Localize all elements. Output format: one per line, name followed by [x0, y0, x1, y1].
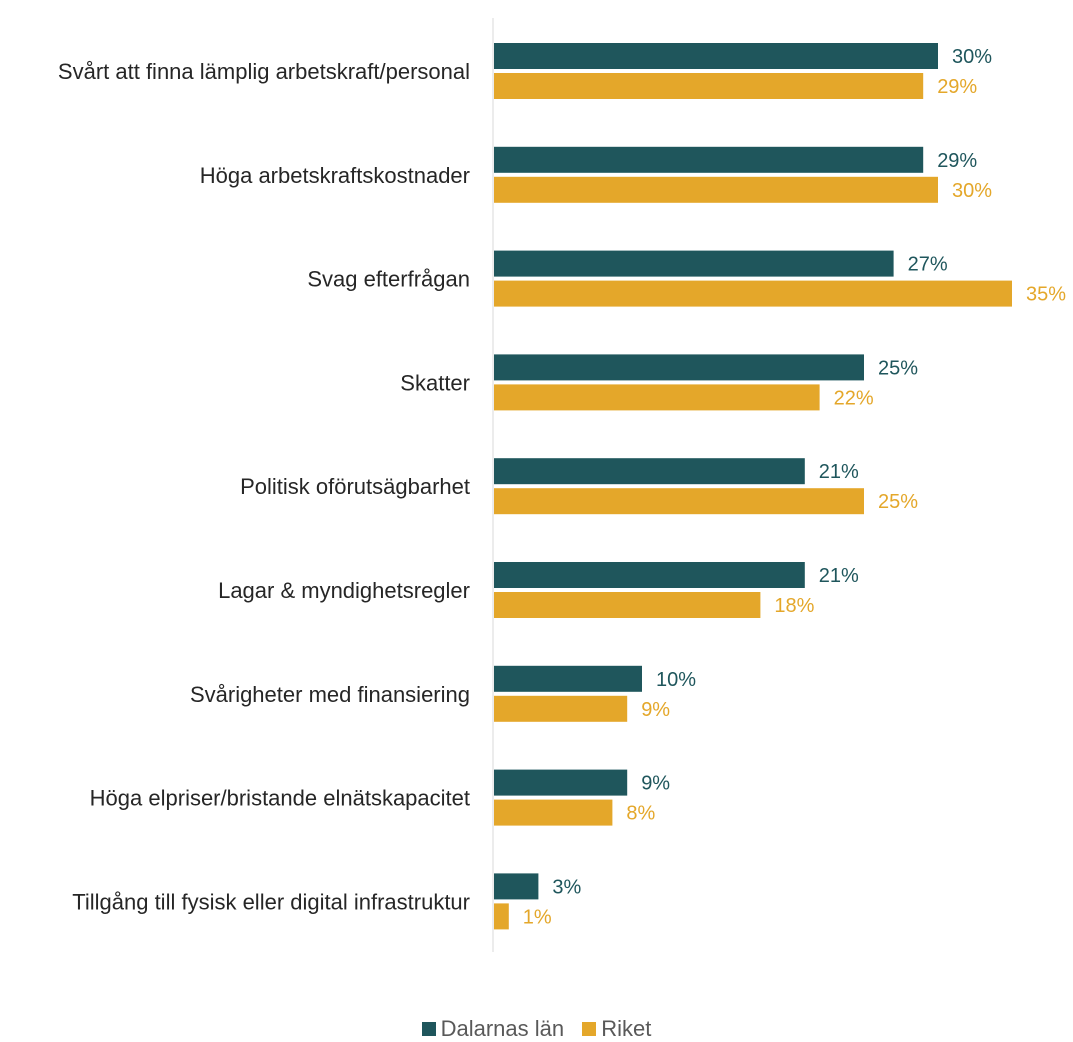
legend-item-dalarnas: Dalarnas län — [421, 1016, 565, 1042]
bar-riket — [494, 488, 864, 515]
bar-dalarnas — [494, 562, 805, 588]
bar-dalarnas — [494, 458, 805, 485]
legend-swatch-dalarnas — [421, 1022, 436, 1036]
legend-label-riket: Riket — [601, 1016, 652, 1041]
data-label-dalarnas: 10% — [656, 669, 696, 691]
bar-riket — [494, 799, 613, 826]
legend-swatch-riket — [582, 1022, 597, 1036]
data-label-riket: 35% — [1026, 284, 1066, 306]
data-label-riket: 29% — [937, 76, 977, 98]
bar-dalarnas — [494, 873, 539, 900]
category-label: Svag efterfrågan — [307, 267, 470, 292]
bar-riket — [494, 73, 924, 99]
bar-dalarnas — [494, 665, 642, 692]
data-label-riket: 22% — [834, 387, 874, 409]
legend-label-dalarnas: Dalarnas län — [440, 1016, 565, 1041]
category-label: Svårt att finna lämplig arbetskraft/pers… — [58, 59, 470, 84]
data-label-riket: 9% — [641, 699, 670, 721]
category-label: Skatter — [400, 370, 470, 395]
category-label: Höga elpriser/bristande elnätskapacitet — [90, 786, 470, 811]
data-label-riket: 30% — [952, 180, 992, 202]
data-label-riket: 18% — [774, 595, 814, 617]
bar-dalarnas — [494, 250, 894, 277]
bar-riket — [494, 176, 938, 203]
legend: Dalarnas län Riket — [0, 1016, 1073, 1042]
bar-dalarnas — [494, 769, 628, 796]
data-label-dalarnas: 9% — [641, 773, 670, 795]
category-label: Tillgång till fysisk eller digital infra… — [72, 889, 470, 914]
legend-item-riket: Riket — [582, 1016, 651, 1042]
category-label: Lagar & myndighetsregler — [218, 578, 470, 603]
data-label-dalarnas: 27% — [908, 254, 948, 276]
bar-dalarnas — [494, 354, 864, 381]
data-label-dalarnas: 21% — [819, 461, 859, 483]
data-label-riket: 25% — [878, 491, 918, 513]
bar-riket — [494, 592, 761, 618]
bar-riket — [494, 695, 628, 722]
category-label: Höga arbetskraftskostnader — [200, 163, 470, 188]
bar-riket — [494, 903, 509, 930]
bar-riket — [494, 384, 820, 411]
data-label-dalarnas: 29% — [937, 150, 977, 172]
bar-dalarnas — [494, 43, 938, 69]
bar-dalarnas — [494, 146, 924, 173]
category-label: Politisk oförutsägbarhet — [240, 474, 470, 499]
category-label: Svårigheter med finansiering — [190, 682, 470, 707]
data-label-dalarnas: 25% — [878, 357, 918, 379]
data-label-riket: 8% — [626, 803, 655, 825]
data-label-dalarnas: 21% — [819, 565, 859, 587]
data-label-dalarnas: 3% — [552, 876, 581, 898]
data-label-dalarnas: 30% — [952, 46, 992, 68]
data-label-riket: 1% — [523, 906, 552, 928]
bar-riket — [494, 280, 1012, 307]
bar-chart: Svårt att finna lämplig arbetskraft/pers… — [58, 18, 1066, 952]
